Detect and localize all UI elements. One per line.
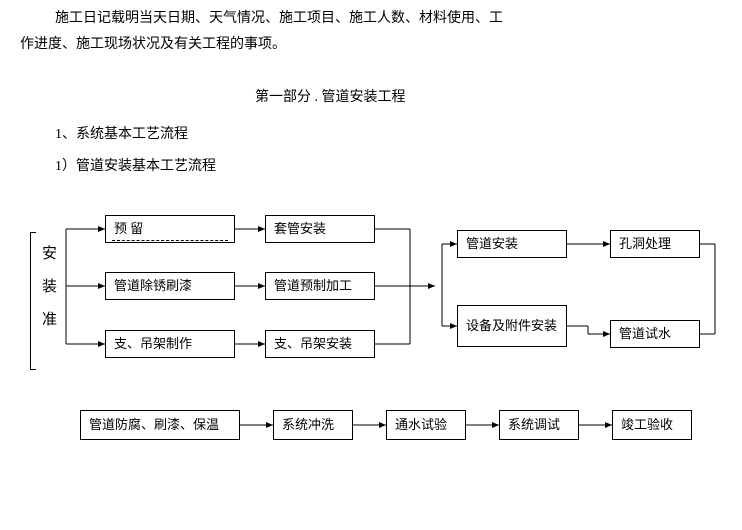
node-kongdong: 孔洞处理 — [610, 230, 700, 258]
node-yuzhi: 管道预制加工 — [265, 272, 375, 300]
side-label: 安 装 准 — [42, 238, 57, 337]
node-chuxiu: 管道除锈刷漆 — [105, 272, 235, 300]
node-taoguan: 套管安装 — [265, 215, 375, 243]
heading-2: 1）管道安装基本工艺流程 — [55, 154, 216, 179]
intro-line1: 施工日记载明当天日期、天气情况、施工项目、施工人数、材料使用、工 — [55, 6, 503, 31]
node-shishui: 管道试水 — [610, 320, 700, 348]
dashed-underline — [112, 240, 228, 241]
section-title: 第一部分 . 管道安装工程 — [255, 86, 406, 106]
node-chongxi: 系统冲洗 — [273, 410, 353, 440]
heading-1: 1、系统基本工艺流程 — [55, 122, 188, 147]
node-zhidiao-make: 支、吊架制作 — [105, 330, 235, 358]
bracket-left — [30, 232, 36, 370]
side-label-c1: 安 — [42, 238, 57, 271]
node-yuliu: 预 留 — [105, 215, 235, 243]
intro-line2: 作进度、施工现场状况及有关工程的事项。 — [20, 32, 286, 57]
side-label-c3: 准 — [42, 304, 57, 337]
node-tiaoshi: 系统调试 — [499, 410, 579, 440]
node-fangfu: 管道防腐、刷漆、保温 — [80, 410, 240, 440]
node-jungong: 竣工验收 — [612, 410, 692, 440]
node-guandao-install: 管道安装 — [457, 230, 567, 258]
side-label-c2: 装 — [42, 271, 57, 304]
arrows-layer — [0, 0, 742, 530]
node-tongshui: 通水试验 — [386, 410, 466, 440]
node-zhidiao-install: 支、吊架安装 — [265, 330, 375, 358]
node-shebei-install: 设备及附件安装 — [457, 305, 567, 347]
